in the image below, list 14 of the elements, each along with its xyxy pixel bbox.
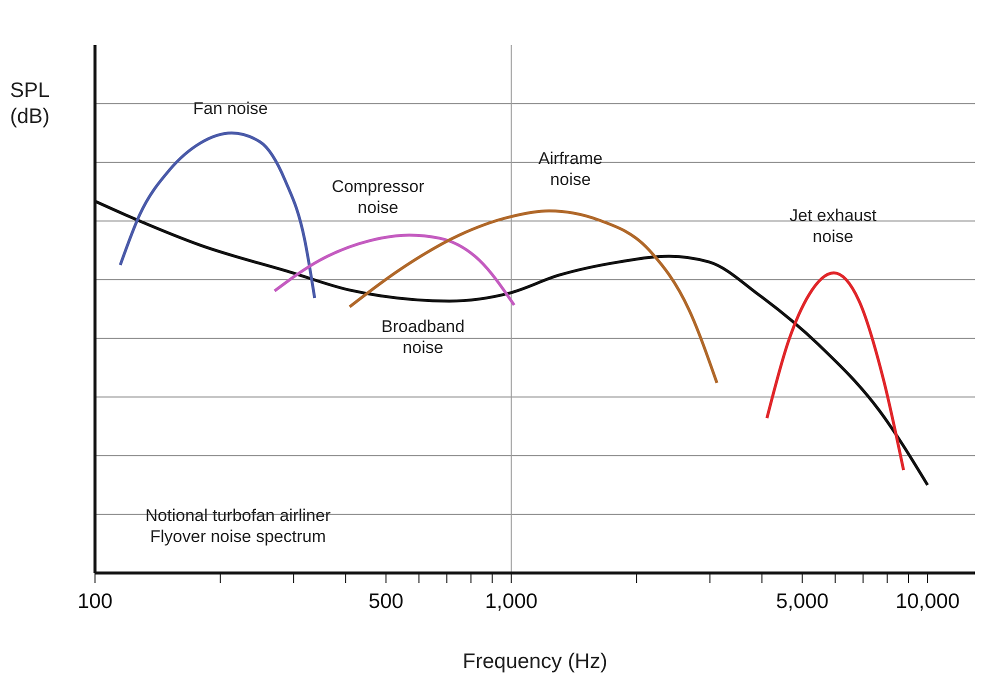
x-tick-label: 10,000: [895, 590, 960, 613]
annotation: Notional turbofan airliner: [144, 505, 332, 526]
x-axis-title: Frequency (Hz): [462, 650, 608, 673]
y-axis-title: SPL (dB): [10, 78, 51, 130]
series-label: Airframe noise: [537, 148, 604, 190]
series-label: Fan noise: [192, 98, 269, 119]
annotation: Flyover noise spectrum: [149, 526, 327, 547]
x-tick-label: 500: [368, 590, 404, 613]
text: Jet exhaust noise: [788, 205, 878, 247]
x-tick-label: 1,000: [485, 590, 538, 613]
x-tick-label: 100: [77, 590, 113, 613]
x-tick-label: 5,000: [776, 590, 829, 613]
series-label: Broadband noise: [380, 316, 466, 358]
series-label: Compressor noise: [330, 176, 426, 218]
